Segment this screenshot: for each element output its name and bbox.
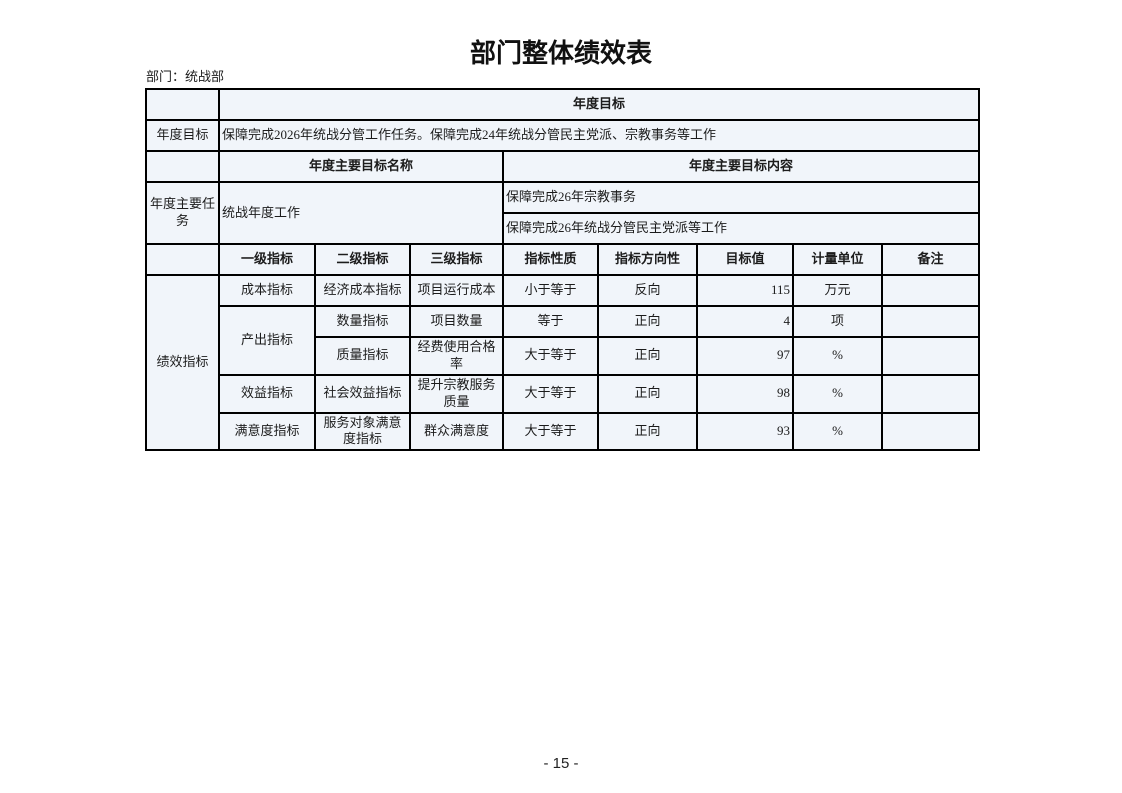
- task-name-header: 年度主要目标名称: [218, 150, 504, 183]
- annual-goal-header: 年度目标: [217, 88, 981, 121]
- level1-cell: 产出指标: [218, 305, 316, 376]
- main-task-row-1: 年度主要任务 统战年度工作 保障完成26年宗教事务: [145, 181, 981, 245]
- level3-cell: 提升宗教服务质量: [409, 373, 504, 414]
- indicator-row: 满意度指标 服务对象满意度指标 群众满意度 大于等于 正向 93 %: [146, 411, 981, 452]
- level2-cell: 质量指标: [314, 336, 411, 376]
- remark-cell: [880, 336, 981, 376]
- indicator-row: 产出指标 数量指标 项目数量 等于 正向 4 项: [146, 305, 981, 376]
- remark-cell: [880, 274, 981, 307]
- level1-cell: 满意度指标: [218, 411, 316, 452]
- indicator-row: 质量指标 经费使用合格率 大于等于 正向 97 %: [146, 336, 981, 376]
- col-header-nature: 指标性质: [502, 243, 599, 276]
- level2-cell: 经济成本指标: [314, 274, 411, 307]
- direction-cell: 正向: [597, 411, 698, 452]
- main-task-row-2: 保障完成26年统战分管民主党派等工作: [146, 212, 981, 245]
- target-value-cell: 4: [696, 305, 794, 338]
- target-value-cell: 98: [696, 373, 794, 414]
- unit-cell: %: [792, 336, 883, 376]
- task-name-cell: 统战年度工作: [218, 181, 504, 245]
- col-header-level3: 三级指标: [409, 243, 504, 276]
- direction-cell: 正向: [597, 336, 698, 376]
- nature-cell: 大于等于: [502, 373, 599, 414]
- level2-cell: 社会效益指标: [314, 373, 411, 414]
- level3-cell: 群众满意度: [409, 411, 504, 452]
- indicator-header-row: 一级指标 二级指标 三级指标 指标性质 指标方向性 目标值 计量单位 备注: [145, 243, 981, 276]
- level2-cell: 服务对象满意度指标: [314, 411, 411, 452]
- level1-cell: 成本指标: [218, 274, 316, 307]
- col-header-target: 目标值: [696, 243, 794, 276]
- performance-indicator-label: 绩效指标: [145, 273, 220, 452]
- target-value-cell: 115: [696, 274, 794, 307]
- performance-table: 年度目标 年度目标 保障完成2026年统战分管工作任务。保障完成24年统战分管民…: [145, 88, 981, 452]
- main-task-header-row: 年度主要目标名称 年度主要目标内容: [145, 150, 981, 183]
- annual-goal-header-row: 年度目标: [145, 88, 981, 121]
- blank-header-cell: [145, 243, 220, 276]
- direction-cell: 正向: [597, 373, 698, 414]
- unit-cell: %: [792, 373, 883, 414]
- annual-goal-content: 保障完成2026年统战分管工作任务。保障完成24年统战分管民主党派、宗教事务等工…: [217, 119, 981, 152]
- nature-cell: 小于等于: [502, 274, 599, 307]
- nature-cell: 大于等于: [502, 336, 599, 376]
- page-number: - 15 -: [543, 755, 579, 772]
- col-header-level2: 二级指标: [314, 243, 411, 276]
- target-value-cell: 93: [696, 411, 794, 452]
- remark-cell: [880, 305, 981, 338]
- nature-cell: 大于等于: [502, 411, 599, 452]
- direction-cell: 反向: [597, 274, 698, 307]
- col-header-direction: 指标方向性: [597, 243, 698, 276]
- level3-cell: 经费使用合格率: [409, 336, 504, 376]
- task-content-header: 年度主要目标内容: [501, 150, 981, 183]
- annual-goal-row: 年度目标 保障完成2026年统战分管工作任务。保障完成24年统战分管民主党派、宗…: [145, 119, 981, 152]
- blank-header-cell: [145, 150, 220, 183]
- target-value-cell: 97: [696, 336, 794, 376]
- annual-goal-label: 年度目标: [145, 119, 220, 152]
- level3-cell: 项目运行成本: [409, 274, 504, 307]
- indicator-row: 效益指标 社会效益指标 提升宗教服务质量 大于等于 正向 98 %: [146, 373, 981, 414]
- remark-cell: [880, 411, 981, 452]
- task-content-cell: 保障完成26年统战分管民主党派等工作: [501, 212, 981, 245]
- blank-header-cell: [145, 88, 220, 121]
- level3-cell: 项目数量: [409, 305, 504, 338]
- col-header-remark: 备注: [880, 243, 981, 276]
- unit-cell: %: [792, 411, 883, 452]
- level2-cell: 数量指标: [314, 305, 411, 338]
- main-task-label: 年度主要任务: [145, 181, 220, 245]
- remark-cell: [880, 373, 981, 414]
- page-title: 部门整体绩效表: [469, 39, 652, 68]
- unit-cell: 万元: [792, 274, 883, 307]
- col-header-unit: 计量单位: [792, 243, 883, 276]
- nature-cell: 等于: [502, 305, 599, 338]
- task-content-cell: 保障完成26年宗教事务: [501, 181, 981, 214]
- level1-cell: 效益指标: [218, 373, 316, 414]
- department-label: 部门：统战部: [146, 69, 225, 84]
- direction-cell: 正向: [597, 305, 698, 338]
- indicator-row: 绩效指标 成本指标 经济成本指标 项目运行成本 小于等于 反向 115 万元: [145, 273, 981, 452]
- col-header-level1: 一级指标: [218, 243, 316, 276]
- unit-cell: 项: [792, 305, 883, 338]
